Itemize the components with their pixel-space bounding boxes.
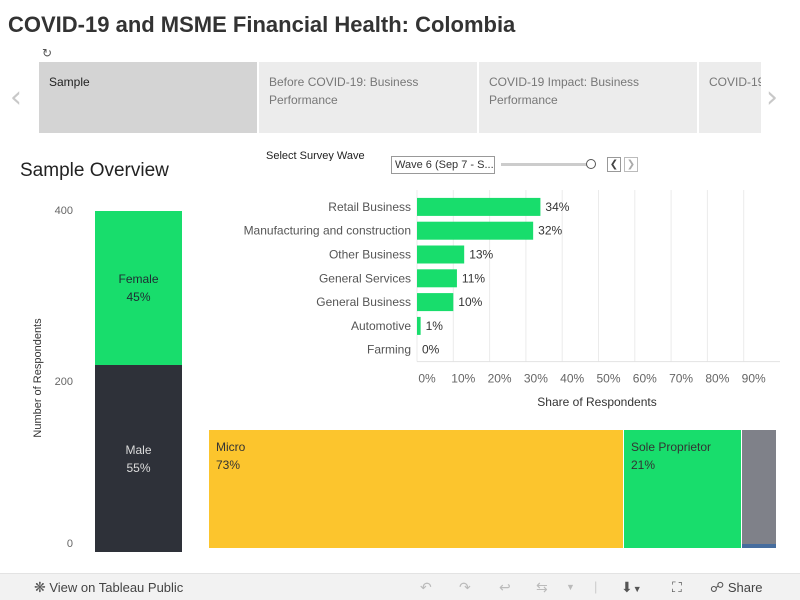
bar[interactable] <box>417 221 534 240</box>
category-label: General Services <box>319 271 411 285</box>
story-tabs: Sample Before COVID-19: Business Perform… <box>39 62 761 133</box>
x-tick-label: 70% <box>669 372 693 386</box>
wave-slider-track[interactable] <box>501 163 593 166</box>
treemap-cell-value: 73% <box>216 458 241 472</box>
wave-select[interactable]: Wave 6 (Sep 7 - S... <box>391 156 495 174</box>
bar[interactable] <box>417 197 541 216</box>
treemap-cell-label: Sole Proprietor <box>631 440 712 454</box>
x-tick-label: 80% <box>705 372 729 386</box>
story-tab-label: COVID-19 Impact <box>709 75 761 89</box>
page-title: COVID-19 and MSME Financial Health: Colo… <box>8 12 516 37</box>
story-tab-label: Before COVID-19: Business Performance <box>269 75 419 107</box>
data-label: 1% <box>426 319 444 333</box>
data-label: 32% <box>538 224 562 238</box>
story-tab-before-covid[interactable]: Before COVID-19: Business Performance <box>259 62 477 133</box>
y-tick-label: 400 <box>54 205 73 217</box>
bar[interactable] <box>417 316 421 335</box>
x-axis-title: Share of Respondents <box>537 395 657 409</box>
story-tab-covid-impact[interactable]: COVID-19 Impact: Business Performance <box>479 62 697 133</box>
segment-label: Male <box>125 442 152 457</box>
share-icon: ☍ <box>710 579 725 595</box>
treemap-cell-small[interactable] <box>742 544 776 548</box>
x-tick-label: 50% <box>596 372 620 386</box>
data-label: 13% <box>469 248 493 262</box>
next-story-point-icon[interactable]: › <box>766 80 778 115</box>
x-tick-label: 0% <box>418 372 436 386</box>
toolbar-divider: | <box>594 579 598 594</box>
story-tab-sample[interactable]: Sample <box>39 62 257 133</box>
story-tab-label: COVID-19 Impact: Business Performance <box>489 75 640 107</box>
view-on-tableau-public-link[interactable]: ❋ View on Tableau Public <box>34 579 183 596</box>
treemap-cell-value: 21% <box>631 458 656 472</box>
data-label: 10% <box>458 295 482 309</box>
x-tick-label: 30% <box>524 372 548 386</box>
sector-bar-chart: Retail Business 34% Manufacturing and cons… <box>210 190 780 415</box>
category-label: Other Business <box>329 248 411 262</box>
bar[interactable] <box>417 245 465 264</box>
bar[interactable] <box>417 293 454 312</box>
refresh-icon[interactable]: ↻ <box>42 46 53 60</box>
category-label: Retail Business <box>328 200 411 214</box>
story-navigator: ‹ Sample Before COVID-19: Business Perfo… <box>0 62 800 134</box>
undo-icon[interactable]: ↶ <box>420 579 432 595</box>
gender-bar-female[interactable]: Female 45% <box>95 211 182 365</box>
view-on-tableau-label: View on Tableau Public <box>49 580 184 595</box>
pause-icon[interactable]: ⇆ <box>536 579 548 595</box>
tableau-toolbar: ❋ View on Tableau Public ↶ ↷ ↩ ⇆ ▼ | ⬇▼ … <box>0 573 800 600</box>
story-tab-covid-impact-2[interactable]: COVID-19 Impact <box>699 62 761 133</box>
segment-value: 45% <box>126 290 151 304</box>
wave-filter-label: Select Survey Wave <box>266 150 365 161</box>
x-tick-label: 20% <box>488 372 512 386</box>
revert-icon[interactable]: ↩ <box>499 579 511 595</box>
wave-next-button[interactable]: ❯ <box>624 157 638 172</box>
segment-value: 55% <box>126 460 151 475</box>
x-tick-label: 90% <box>742 372 766 386</box>
category-label: Manufacturing and construction <box>244 224 411 238</box>
wave-slider-handle[interactable] <box>586 159 596 169</box>
chevron-down-icon[interactable]: ▼ <box>566 582 575 592</box>
x-tick-label: 40% <box>560 372 584 386</box>
x-tick-label: 10% <box>451 372 475 386</box>
y-tick-label: 200 <box>54 376 73 388</box>
story-tab-label: Sample <box>49 75 90 89</box>
sector-bar-chart-svg: Retail Business 34% Manufacturing and cons… <box>244 190 780 386</box>
section-heading: Sample Overview <box>20 160 169 181</box>
previous-story-point-icon[interactable]: ‹ <box>10 80 22 115</box>
redo-icon[interactable]: ↷ <box>459 579 471 595</box>
y-tick-label: 0 <box>66 538 73 550</box>
bar[interactable] <box>417 269 457 288</box>
x-tick-label: 60% <box>633 372 657 386</box>
category-label: Farming <box>367 343 411 357</box>
wave-previous-button[interactable]: ❮ <box>607 157 621 172</box>
business-size-treemap: Micro 73% Sole Proprietor 21% <box>209 430 776 548</box>
treemap-cell-sole-proprietor[interactable]: Sole Proprietor 21% <box>624 430 741 548</box>
full-screen-icon[interactable]: ⛶ <box>672 579 682 595</box>
share-label: Share <box>727 580 763 595</box>
data-label: 0% <box>422 343 440 357</box>
treemap-cell-label: Micro <box>216 440 246 454</box>
download-icon[interactable]: ⬇▼ <box>621 579 642 595</box>
segment-label: Female <box>118 272 159 286</box>
gender-bar-male[interactable]: Male 55% <box>95 365 182 552</box>
data-label: 11% <box>462 271 485 285</box>
category-label: General Business <box>316 295 411 309</box>
category-label: Automotive <box>351 319 411 333</box>
share-button[interactable]: ☍ Share <box>710 579 763 596</box>
treemap-cell-micro[interactable]: Micro 73% <box>209 430 623 548</box>
treemap-cell-other[interactable] <box>742 430 776 548</box>
data-label: 34% <box>545 200 569 214</box>
tableau-logo-icon: ❋ <box>34 579 46 595</box>
